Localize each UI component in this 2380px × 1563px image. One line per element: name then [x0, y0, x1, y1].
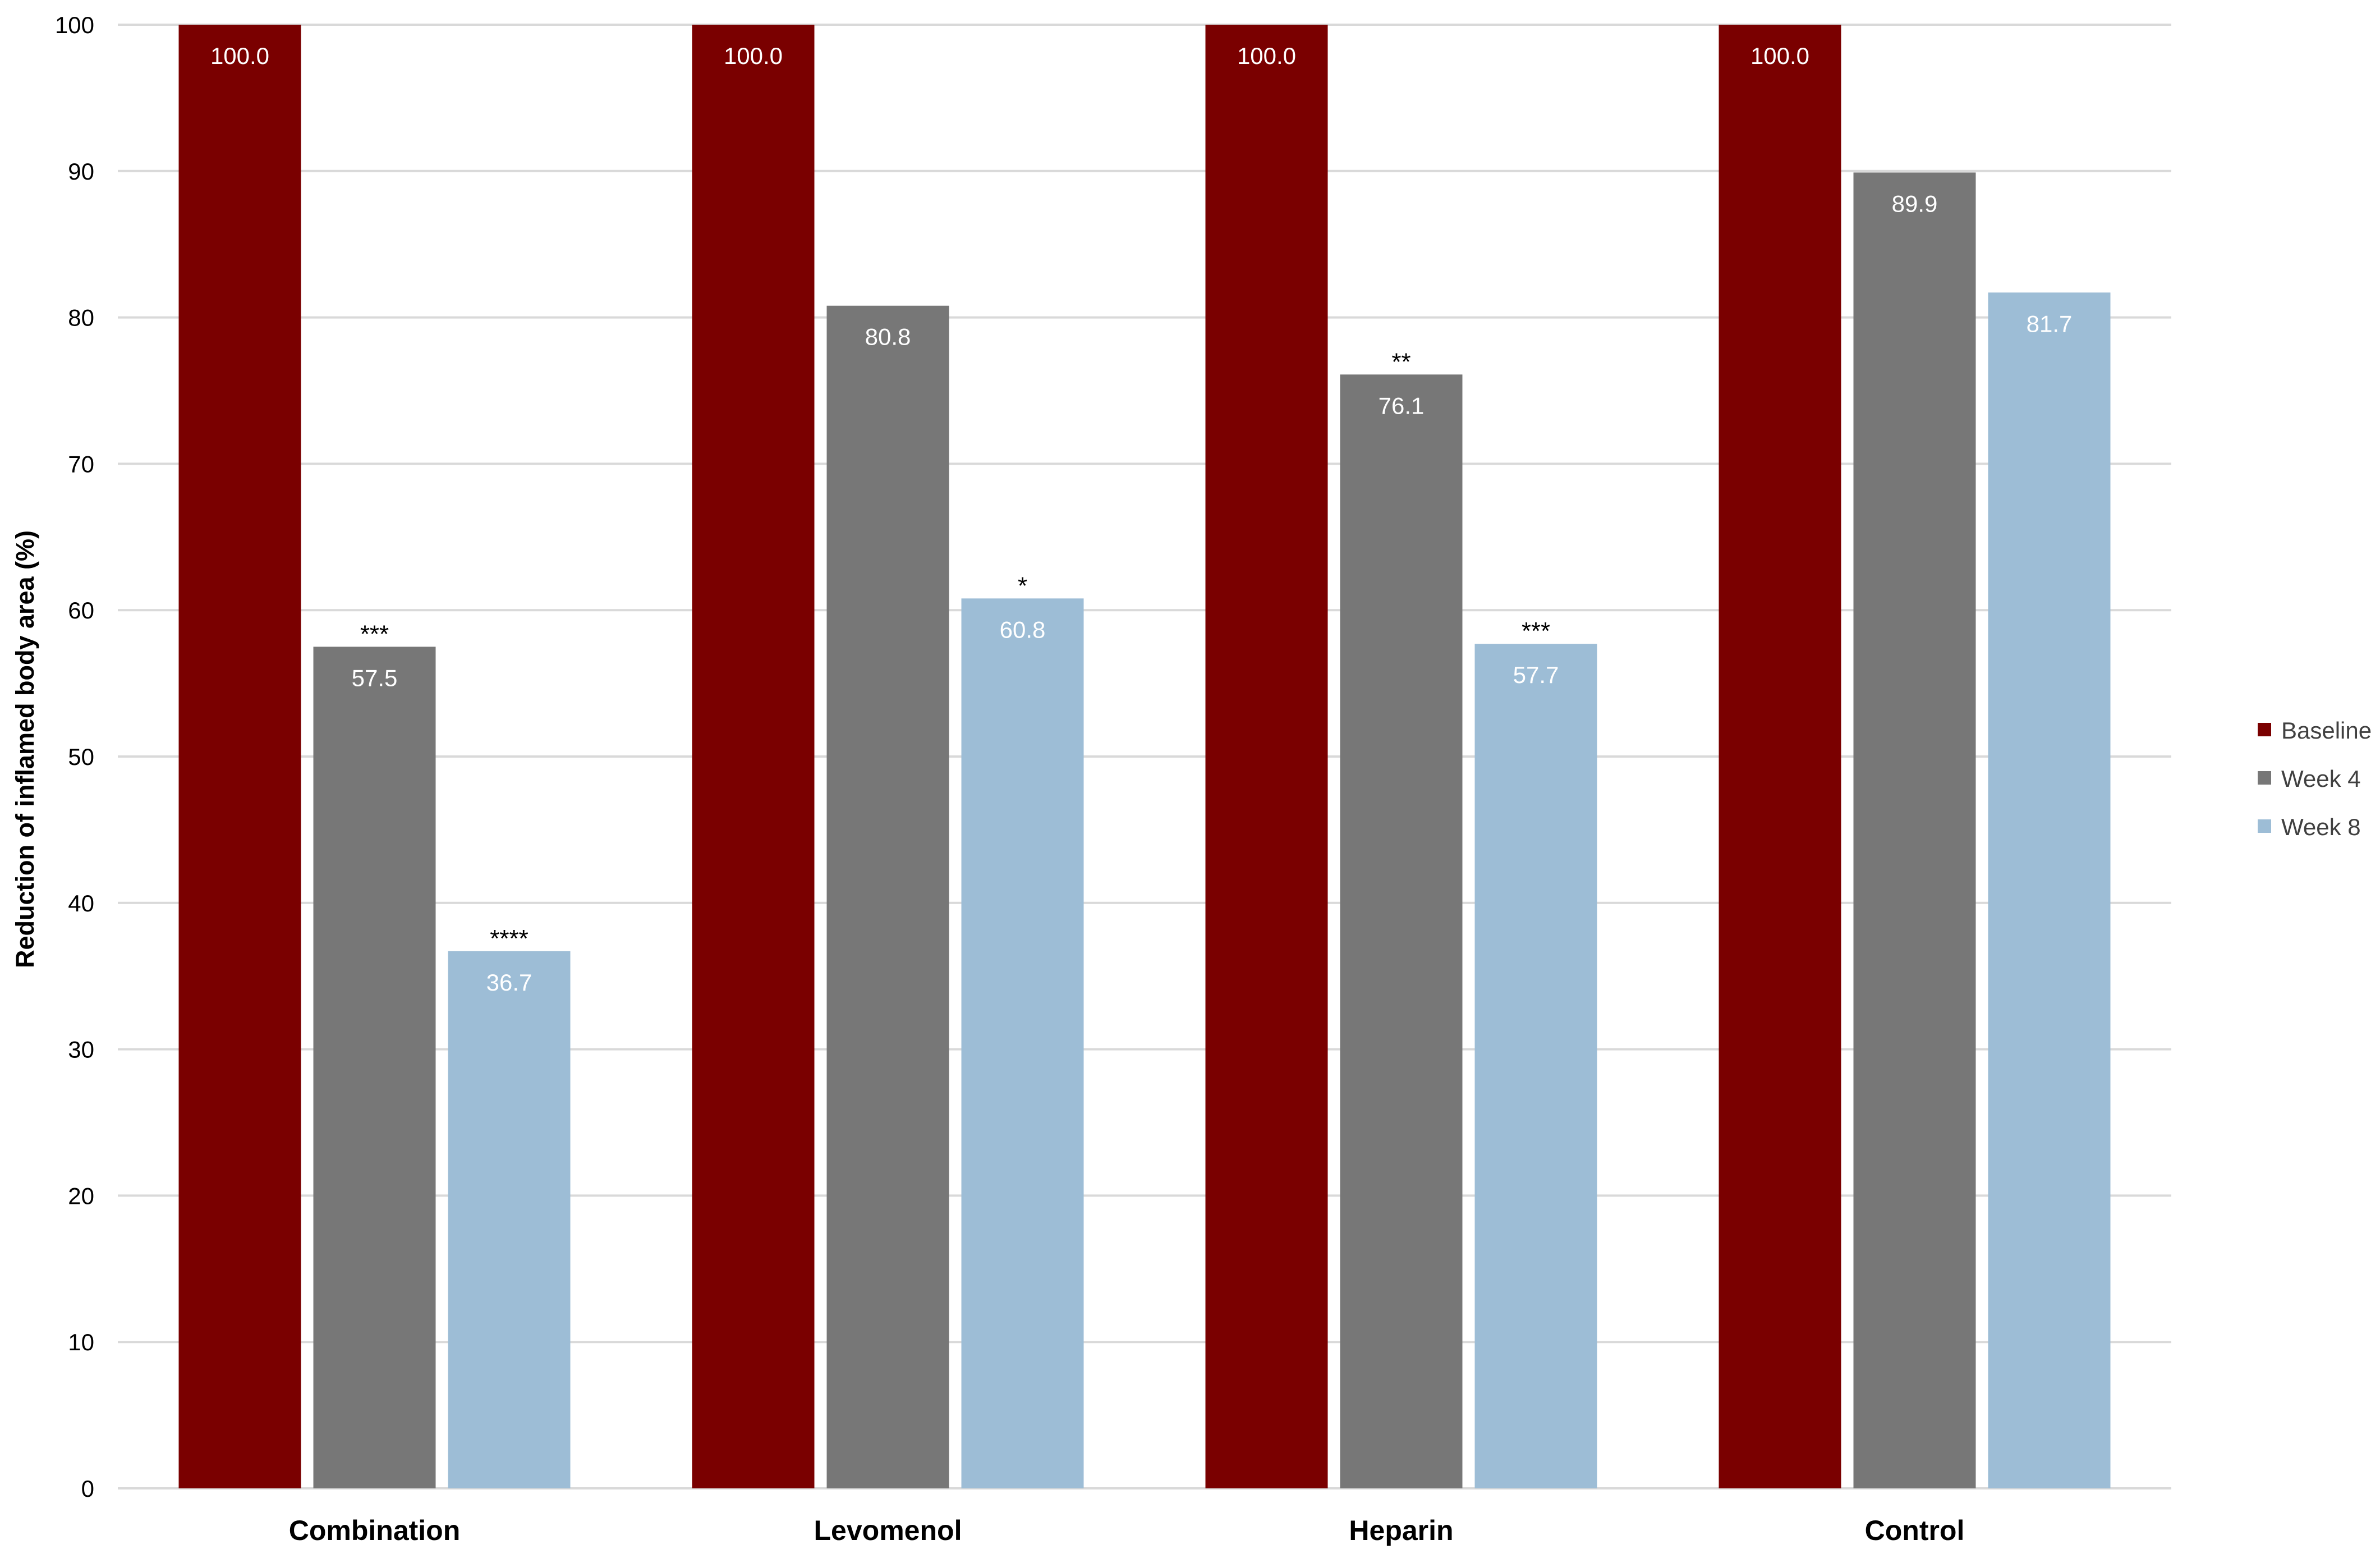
legend-label: Week 8 — [2281, 814, 2361, 840]
data-label: 100.0 — [1750, 43, 1809, 69]
y-axis-label: Reduction of inflamed body area (%) — [11, 530, 39, 968]
data-label: 76.1 — [1379, 392, 1425, 419]
bar-combination-week-8 — [448, 951, 571, 1488]
legend-swatch — [2258, 819, 2271, 833]
legend-label: Baseline — [2281, 717, 2372, 744]
bar-control-week-8 — [1988, 292, 2111, 1489]
bar-control-baseline — [1719, 25, 1841, 1488]
bar-combination-week-4 — [313, 647, 436, 1488]
y-tick-label: 20 — [68, 1182, 94, 1209]
y-tick-label: 0 — [81, 1475, 94, 1502]
data-label: 36.7 — [486, 969, 532, 996]
bar-heparin-baseline — [1205, 25, 1328, 1488]
data-label: 57.7 — [1513, 662, 1559, 688]
significance-marker: *** — [1522, 617, 1550, 645]
data-label: 57.5 — [352, 664, 398, 691]
data-label: 100.0 — [724, 43, 783, 69]
bar-levomenol-week-8 — [961, 598, 1084, 1488]
y-tick-label: 30 — [68, 1037, 94, 1063]
y-tick-label: 100 — [55, 12, 94, 38]
x-tick-label: Control — [1865, 1515, 1965, 1546]
y-tick-label: 10 — [68, 1329, 94, 1355]
data-label: 89.9 — [1892, 190, 1938, 217]
y-tick-label: 70 — [68, 451, 94, 477]
bar-heparin-week-4 — [1340, 374, 1463, 1488]
x-tick-label: Heparin — [1349, 1515, 1453, 1546]
x-axis-ticks: Combination Levomenol Heparin Control — [289, 1515, 1965, 1546]
data-label: 100.0 — [210, 43, 269, 69]
bar-levomenol-baseline — [692, 25, 815, 1488]
y-tick-label: 90 — [68, 158, 94, 185]
legend-label: Week 4 — [2281, 766, 2361, 792]
y-tick-label: 40 — [68, 890, 94, 916]
bar-combination-baseline — [178, 25, 301, 1488]
legend: Baseline Week 4 Week 8 — [2258, 717, 2372, 840]
significance-marker: * — [1018, 572, 1027, 599]
bar-control-week-4 — [1853, 172, 1976, 1489]
significance-marker: ** — [1391, 348, 1410, 375]
x-tick-label: Levomenol — [814, 1515, 962, 1546]
data-label: 100.0 — [1237, 43, 1296, 69]
y-tick-label: 60 — [68, 597, 94, 624]
data-label: 60.8 — [1000, 616, 1046, 643]
legend-swatch — [2258, 723, 2271, 736]
y-tick-label: 80 — [68, 305, 94, 331]
data-label: 81.7 — [2027, 310, 2073, 337]
significance-marker: *** — [360, 620, 389, 648]
bar-levomenol-week-4 — [826, 305, 949, 1488]
data-labels: 100.0 57.5 *** 36.7 **** 100.0 80.8 60.8 * 100.0 7… — [210, 43, 2072, 996]
y-tick-label: 50 — [68, 744, 94, 770]
y-axis-ticks: 0 10 20 30 40 50 60 70 80 90 100 — [55, 12, 94, 1502]
data-label: 80.8 — [865, 324, 911, 350]
bar-heparin-week-8 — [1474, 644, 1597, 1488]
x-tick-label: Combination — [289, 1515, 461, 1546]
legend-swatch — [2258, 771, 2271, 785]
significance-marker: **** — [490, 925, 529, 952]
bars — [178, 25, 2111, 1489]
